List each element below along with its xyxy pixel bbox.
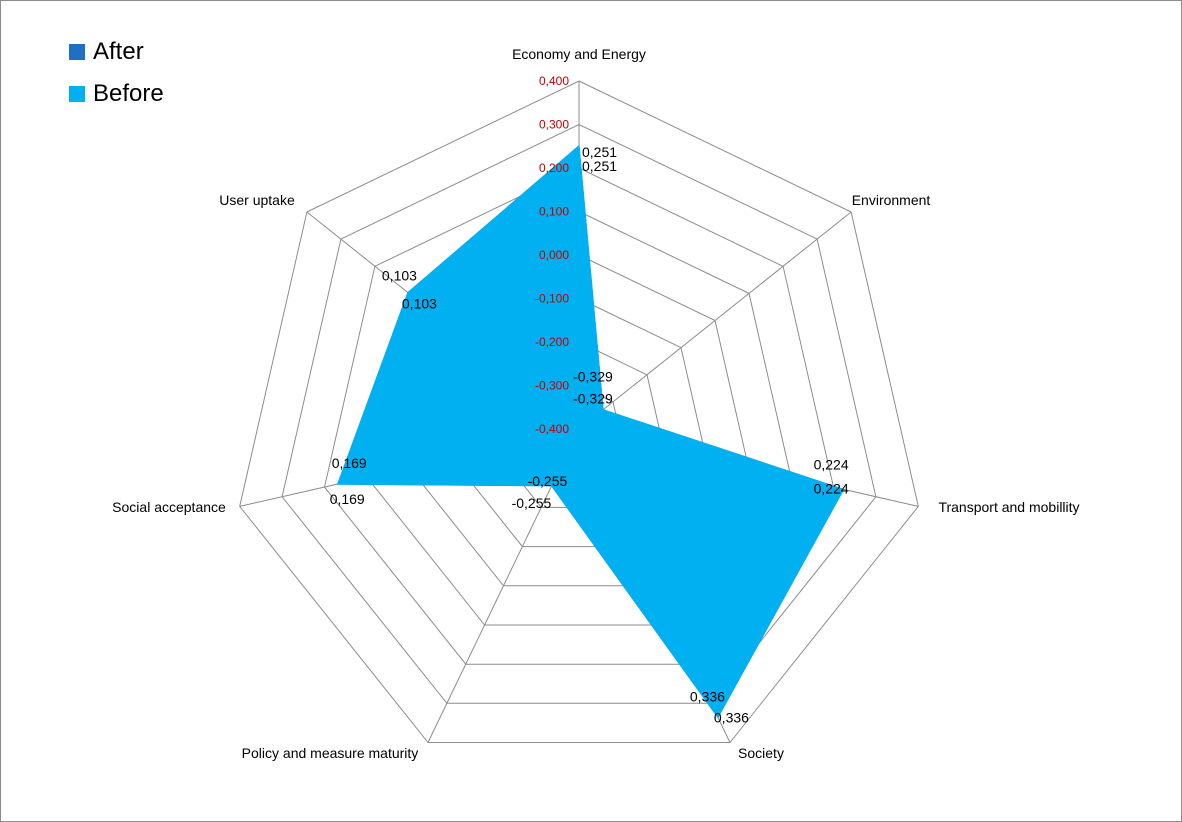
radial-tick-label: 0,300 <box>539 118 569 132</box>
legend-label-before: Before <box>93 80 164 107</box>
grid-ring-6 <box>323 167 835 665</box>
data-label-after: 0,251 <box>582 144 617 160</box>
category-label: Economy and Energy <box>512 46 646 62</box>
data-label-before: 0,251 <box>582 158 617 174</box>
grid-ring-7 <box>281 123 877 704</box>
series-area-before <box>336 144 845 719</box>
data-label-before: 0,336 <box>714 710 749 726</box>
data-label-before: 0,224 <box>814 480 849 496</box>
data-label-before: 0,169 <box>330 491 365 507</box>
legend-swatch-before <box>69 86 85 102</box>
legend-swatch-after <box>69 44 85 60</box>
radial-tick-label: -0,400 <box>535 422 569 436</box>
category-label: Policy and measure maturity <box>242 745 419 761</box>
spoke-1 <box>578 211 852 430</box>
category-label: Social acceptance <box>112 499 226 515</box>
legend-item-before: Before <box>69 73 164 115</box>
data-label-after: 0,103 <box>382 268 417 284</box>
legend: After Before <box>69 31 164 115</box>
legend-item-after: After <box>69 31 164 73</box>
radial-tick-label: 0,400 <box>539 74 569 88</box>
data-label-before: -0,329 <box>573 391 613 407</box>
radial-tick-label: 0,000 <box>539 248 569 262</box>
radial-tick-label: -0,200 <box>535 335 569 349</box>
data-label-after: -0,255 <box>528 473 568 489</box>
category-label: Environment <box>852 192 931 208</box>
category-label: Transport and mobillity <box>938 499 1079 515</box>
category-label: Society <box>738 745 784 761</box>
category-label: User uptake <box>219 192 295 208</box>
grid-ring-8 <box>239 80 919 743</box>
radial-tick-label: 0,100 <box>539 205 569 219</box>
data-label-after: 0,169 <box>332 455 367 471</box>
radial-tick-label: -0,100 <box>535 292 569 306</box>
data-label-after: 0,224 <box>814 456 849 472</box>
radial-tick-label: -0,300 <box>535 379 569 393</box>
data-label-before: 0,103 <box>402 296 437 312</box>
data-label-after: 0,336 <box>690 689 725 705</box>
legend-label-after: After <box>93 38 144 65</box>
data-label-before: -0,255 <box>512 495 552 511</box>
radial-tick-label: 0,200 <box>539 161 569 175</box>
data-label-after: -0,329 <box>573 369 613 385</box>
